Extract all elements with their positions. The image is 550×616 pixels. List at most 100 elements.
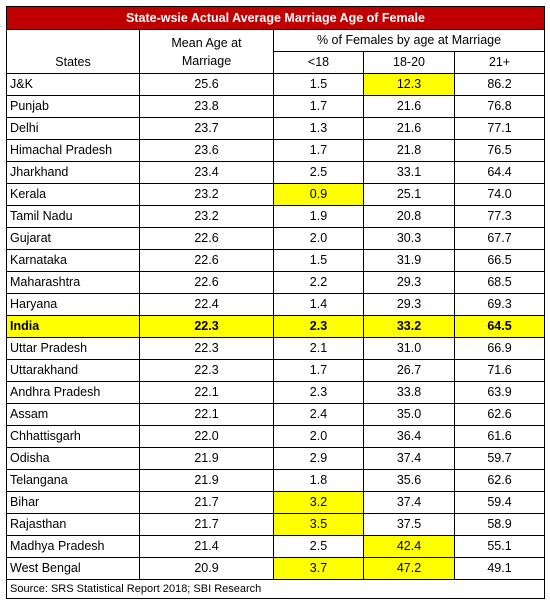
age-21plus-cell: 68.5 <box>453 271 546 294</box>
mean-age-cell: 22.1 <box>139 403 274 426</box>
lt18-cell: 2.3 <box>273 381 364 404</box>
mean-age-cell: 23.2 <box>139 183 274 206</box>
table-row: Madhya Pradesh 21.4 2.5 42.4 55.1 <box>6 535 546 558</box>
state-cell: Gujarat <box>6 227 140 250</box>
mean-age-cell: 23.4 <box>139 161 274 184</box>
table-row: Andhra Pradesh 22.1 2.3 33.8 63.9 <box>6 381 546 404</box>
age-18-20-cell: 37.4 <box>363 447 455 470</box>
age-21plus-cell: 66.9 <box>453 337 546 360</box>
age-18-20-cell: 26.7 <box>363 359 455 382</box>
age-21plus-cell: 61.6 <box>453 425 546 448</box>
table-row: Punjab 23.8 1.7 21.6 76.8 <box>6 95 546 118</box>
state-cell: West Bengal <box>6 557 140 580</box>
state-cell: Telangana <box>6 469 140 492</box>
mean-age-cell: 21.4 <box>139 535 274 558</box>
lt18-cell: 2.4 <box>273 403 364 426</box>
table-row: Uttar Pradesh 22.3 2.1 31.0 66.9 <box>6 337 546 360</box>
table-row: Bihar 21.7 3.2 37.4 59.4 <box>6 491 546 514</box>
table-row: Himachal Pradesh 23.6 1.7 21.8 76.5 <box>6 139 546 162</box>
age-18-20-cell: 21.8 <box>363 139 455 162</box>
lt18-cell: 1.5 <box>273 249 364 272</box>
lt18-cell: 2.9 <box>273 447 364 470</box>
lt18-cell: 1.8 <box>273 469 364 492</box>
age-21plus-cell: 77.3 <box>453 205 546 228</box>
lt18-cell: 3.5 <box>273 513 364 536</box>
table-row-india: India 22.3 2.3 33.2 64.5 <box>6 315 546 338</box>
age-18-20-cell: 36.4 <box>363 425 455 448</box>
age-18-20-cell: 29.3 <box>363 271 455 294</box>
state-cell: Rajasthan <box>6 513 140 536</box>
header-lt18: <18 <box>273 51 364 74</box>
table-body: J&K 25.6 1.5 12.3 86.2 Punjab 23.8 1.7 21.6 76.8 D… <box>6 73 546 580</box>
age-18-20-cell: 47.2 <box>363 557 455 580</box>
table-row: Jharkhand 23.4 2.5 33.1 64.4 <box>6 161 546 184</box>
mean-age-cell: 22.4 <box>139 293 274 316</box>
age-21plus-cell: 76.8 <box>453 95 546 118</box>
mean-age-cell: 23.7 <box>139 117 274 140</box>
mean-age-cell: 22.0 <box>139 425 274 448</box>
age-18-20-cell: 35.0 <box>363 403 455 426</box>
header-mean-line1: Mean Age at <box>171 35 242 50</box>
age-18-20-cell: 21.6 <box>363 117 455 140</box>
table-container: State-wsie Actual Average Marriage Age o… <box>5 6 546 599</box>
age-18-20-cell: 25.1 <box>363 183 455 206</box>
table-row: Assam 22.1 2.4 35.0 62.6 <box>6 403 546 426</box>
lt18-cell: 3.7 <box>273 557 364 580</box>
table-row: Maharashtra 22.6 2.2 29.3 68.5 <box>6 271 546 294</box>
age-18-20-cell: 35.6 <box>363 469 455 492</box>
lt18-cell: 2.0 <box>273 227 364 250</box>
age-21plus-cell: 77.1 <box>453 117 546 140</box>
lt18-cell: 2.3 <box>273 315 364 338</box>
state-cell: Andhra Pradesh <box>6 381 140 404</box>
mean-age-cell: 21.7 <box>139 513 274 536</box>
age-21plus-cell: 58.9 <box>453 513 546 536</box>
mean-age-cell: 22.1 <box>139 381 274 404</box>
table-row: Tamil Nadu 23.2 1.9 20.8 77.3 <box>6 205 546 228</box>
lt18-cell: 2.1 <box>273 337 364 360</box>
table-title: State-wsie Actual Average Marriage Age o… <box>5 6 546 30</box>
table-row: J&K 25.6 1.5 12.3 86.2 <box>6 73 546 96</box>
table-row: West Bengal 20.9 3.7 47.2 49.1 <box>6 557 546 580</box>
table-row: Chhattisgarh 22.0 2.0 36.4 61.6 <box>6 425 546 448</box>
lt18-cell: 1.7 <box>273 139 364 162</box>
state-cell: Punjab <box>6 95 140 118</box>
mean-age-cell: 22.3 <box>139 359 274 382</box>
age-21plus-cell: 76.5 <box>453 139 546 162</box>
state-cell: Madhya Pradesh <box>6 535 140 558</box>
age-21plus-cell: 71.6 <box>453 359 546 382</box>
age-21plus-cell: 67.7 <box>453 227 546 250</box>
lt18-cell: 2.5 <box>273 535 364 558</box>
state-cell: Assam <box>6 403 140 426</box>
table-row: Delhi 23.7 1.3 21.6 77.1 <box>6 117 546 140</box>
age-18-20-cell: 42.4 <box>363 535 455 558</box>
age-21plus-cell: 62.6 <box>453 469 546 492</box>
state-cell: Tamil Nadu <box>6 205 140 228</box>
table-row: Odisha 21.9 2.9 37.4 59.7 <box>6 447 546 470</box>
mean-age-cell: 22.3 <box>139 337 274 360</box>
age-18-20-cell: 37.5 <box>363 513 455 536</box>
header-21plus: 21+ <box>453 51 546 74</box>
source-note: Source: SRS Statistical Report 2018; SBI… <box>5 579 546 599</box>
header-states: States <box>6 29 140 74</box>
age-18-20-cell: 33.2 <box>363 315 455 338</box>
mean-age-cell: 23.6 <box>139 139 274 162</box>
mean-age-cell: 22.3 <box>139 315 274 338</box>
age-18-20-cell: 33.1 <box>363 161 455 184</box>
age-21plus-cell: 69.3 <box>453 293 546 316</box>
mean-age-cell: 21.7 <box>139 491 274 514</box>
age-21plus-cell: 55.1 <box>453 535 546 558</box>
state-cell: Haryana <box>6 293 140 316</box>
age-21plus-cell: 86.2 <box>453 73 546 96</box>
mean-age-cell: 21.9 <box>139 447 274 470</box>
lt18-cell: 1.9 <box>273 205 364 228</box>
state-cell: J&K <box>6 73 140 96</box>
lt18-cell: 2.5 <box>273 161 364 184</box>
age-21plus-cell: 64.4 <box>453 161 546 184</box>
table-row: Kerala 23.2 0.9 25.1 74.0 <box>6 183 546 206</box>
age-18-20-cell: 33.8 <box>363 381 455 404</box>
lt18-cell: 1.3 <box>273 117 364 140</box>
state-cell: Bihar <box>6 491 140 514</box>
age-21plus-cell: 66.5 <box>453 249 546 272</box>
age-18-20-cell: 30.3 <box>363 227 455 250</box>
state-cell: Uttar Pradesh <box>6 337 140 360</box>
